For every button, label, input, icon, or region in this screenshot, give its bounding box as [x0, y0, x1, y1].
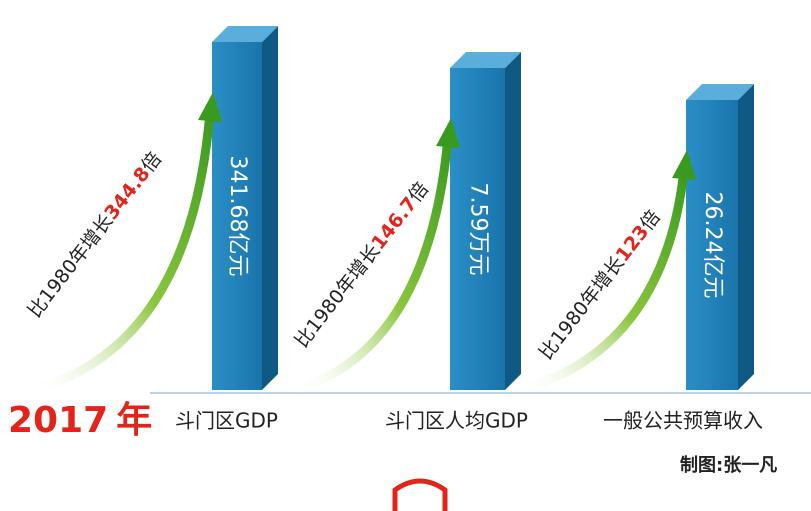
growth-arrow [290, 133, 453, 395]
growth-multiple: 146.7 [367, 193, 421, 254]
growth-label: 比1980年增长123倍 [535, 206, 665, 364]
growth-prefix: 比1980年增长 [23, 210, 117, 322]
bar-top [686, 84, 754, 100]
value-label: 7.59万元 [466, 183, 491, 276]
bar-front [686, 100, 738, 390]
logo [392, 478, 448, 511]
bar-top [212, 26, 278, 42]
bar-front [212, 42, 262, 390]
bar-top [450, 52, 521, 68]
category-label: 斗门区人均GDP [385, 409, 528, 433]
bar-front [450, 68, 505, 390]
arrow-head [436, 118, 460, 148]
arrow-head [198, 92, 222, 122]
growth-label: 比1980年增长344.8倍 [23, 148, 166, 322]
growth-prefix: 比1980年增长 [290, 240, 384, 352]
growth-prefix: 比1980年增长 [535, 252, 629, 364]
growth-arrow [25, 107, 215, 395]
value-label: 341.68亿元 [225, 156, 250, 277]
bar-side [505, 52, 521, 390]
growth-label: 比1980年增长146.7倍 [290, 178, 433, 352]
credit: 制图:张一凡 [680, 455, 777, 476]
value-label: 26.24亿元 [700, 192, 725, 299]
growth-multiple: 344.8 [100, 163, 154, 224]
arrow-head [672, 150, 696, 180]
bar-side [738, 84, 754, 390]
category-label: 一般公共预算收入 [603, 409, 763, 433]
bar-side [262, 26, 278, 390]
year: 2017 年 [8, 400, 152, 441]
category-label: 斗门区GDP [175, 409, 278, 433]
growth-arrow [515, 165, 689, 395]
